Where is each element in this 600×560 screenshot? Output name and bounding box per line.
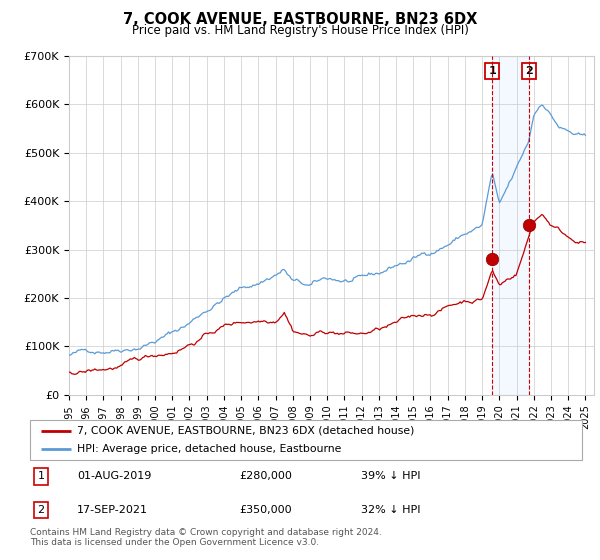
Text: £350,000: £350,000 xyxy=(240,505,292,515)
Text: Contains HM Land Registry data © Crown copyright and database right 2024.
This d: Contains HM Land Registry data © Crown c… xyxy=(30,528,382,547)
Text: 7, COOK AVENUE, EASTBOURNE, BN23 6DX (detached house): 7, COOK AVENUE, EASTBOURNE, BN23 6DX (de… xyxy=(77,426,414,436)
Text: 1: 1 xyxy=(38,472,44,482)
Bar xyxy=(492,56,529,395)
Text: 2: 2 xyxy=(37,505,44,515)
FancyBboxPatch shape xyxy=(30,420,582,460)
Text: 2: 2 xyxy=(525,66,533,76)
Text: 32% ↓ HPI: 32% ↓ HPI xyxy=(361,505,421,515)
Text: 01-AUG-2019: 01-AUG-2019 xyxy=(77,472,151,482)
Text: 7, COOK AVENUE, EASTBOURNE, BN23 6DX: 7, COOK AVENUE, EASTBOURNE, BN23 6DX xyxy=(123,12,477,27)
Text: 17-SEP-2021: 17-SEP-2021 xyxy=(77,505,148,515)
Text: HPI: Average price, detached house, Eastbourne: HPI: Average price, detached house, East… xyxy=(77,445,341,454)
Text: Price paid vs. HM Land Registry's House Price Index (HPI): Price paid vs. HM Land Registry's House … xyxy=(131,24,469,37)
Text: 39% ↓ HPI: 39% ↓ HPI xyxy=(361,472,421,482)
Text: 1: 1 xyxy=(488,66,496,76)
Text: £280,000: £280,000 xyxy=(240,472,293,482)
